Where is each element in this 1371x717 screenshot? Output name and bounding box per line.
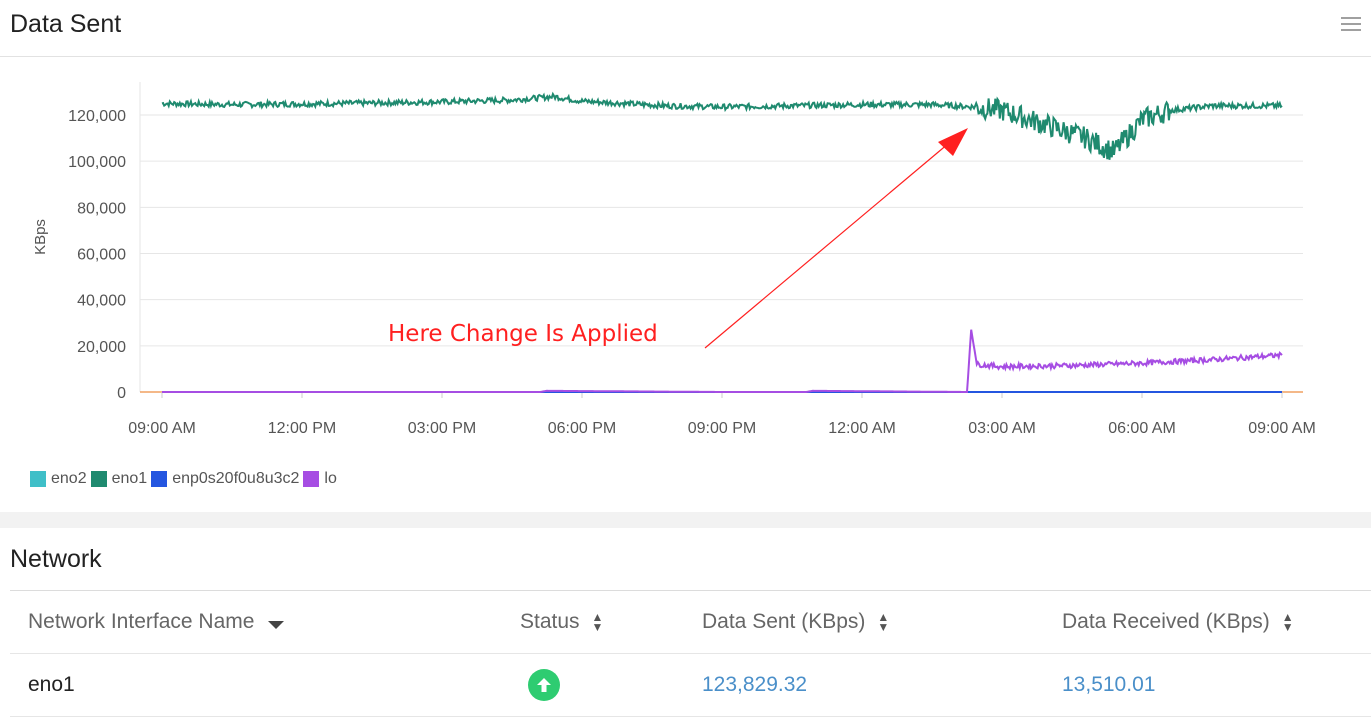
x-tick-label: 12:00 PM (268, 420, 336, 437)
sort-icon[interactable]: ▲ ▼ (1281, 610, 1294, 634)
chart-legend: eno2 eno1 enp0s20f0u8u3c2 lo (30, 470, 341, 488)
network-table: Network Interface Name Status ▲ ▼ Data Se… (10, 590, 1371, 717)
chart-series (161, 91, 1283, 393)
x-tick-label: 09:00 AM (1248, 420, 1316, 437)
panel-header: Data Sent (0, 0, 1371, 57)
status-up-icon (528, 669, 560, 701)
legend-swatch (90, 471, 107, 487)
sort-desc-icon[interactable] (268, 621, 285, 629)
hamburger-menu-icon[interactable] (1341, 17, 1361, 33)
y-tick-label: 60,000 (77, 247, 126, 264)
legend-label: eno1 (111, 470, 148, 487)
x-tick-label: 09:00 PM (688, 420, 756, 437)
x-tick-label: 12:00 AM (828, 420, 896, 437)
x-tick-label: 03:00 AM (968, 420, 1036, 437)
y-tick-label: 100,000 (68, 154, 126, 171)
legend-swatch (30, 471, 46, 487)
section-divider (0, 512, 1371, 528)
chart-grid (140, 114, 1303, 393)
header-label: Status (520, 610, 580, 633)
sort-icon[interactable]: ▲ ▼ (591, 610, 604, 634)
series-line-eno1 (161, 91, 1283, 160)
y-tick-label: 80,000 (77, 200, 126, 217)
legend-item-eno2[interactable]: eno2 (30, 470, 87, 488)
x-tick-label: 03:00 PM (408, 420, 476, 437)
legend-label: eno2 (51, 470, 87, 487)
x-tick-label: 06:00 PM (548, 420, 616, 437)
y-axis-label: KBps (32, 219, 49, 255)
legend-label: enp0s20f0u8u3c2 (172, 470, 300, 487)
panel-title: Data Sent (10, 10, 122, 38)
data-sent-value[interactable]: 123,829.32 (702, 673, 808, 696)
y-tick-label: 120,000 (68, 108, 126, 125)
interface-name: eno1 (28, 673, 75, 696)
x-tick-label: 09:00 AM (128, 420, 196, 437)
status-cell (528, 654, 560, 716)
table-header-row: Network Interface Name Status ▲ ▼ Data Se… (10, 591, 1371, 654)
y-tick-label: 40,000 (77, 293, 126, 310)
data-received-value[interactable]: 13,510.01 (1062, 673, 1156, 696)
table-row: eno1 123,829.32 13,510.01 (10, 654, 1371, 717)
header-label: Data Sent (KBps) (702, 610, 866, 633)
legend-item-lo[interactable]: lo (303, 470, 337, 488)
chart-axes: 0 20,000 40,000 60,000 80,000 100,000 120,000 0… (32, 82, 1316, 437)
annotation-text: Here Change Is Applied (388, 321, 658, 347)
series-line-lo (162, 329, 1283, 393)
header-label: Data Received (KBps) (1062, 610, 1270, 633)
annotation-arrow-line (704, 137, 956, 349)
legend-item-eno1[interactable]: eno1 (90, 470, 148, 488)
legend-label: lo (324, 470, 337, 487)
sort-icon[interactable]: ▲ ▼ (877, 610, 890, 634)
annotation-arrow-head (938, 128, 968, 156)
y-tick-label: 0 (117, 385, 126, 402)
header-label: Network Interface Name (28, 610, 255, 633)
header-data-sent[interactable]: Data Sent (KBps) ▲ ▼ (702, 591, 889, 653)
network-title: Network (10, 545, 102, 573)
legend-swatch (303, 471, 320, 487)
chart-annotation: Here Change Is Applied (388, 128, 968, 349)
y-tick-label: 20,000 (77, 339, 126, 356)
data-sent-chart: 0 20,000 40,000 60,000 80,000 100,000 120,000 0… (32, 82, 1316, 437)
legend-item-enp0s20f0u8u3c2[interactable]: enp0s20f0u8u3c2 (151, 470, 299, 488)
x-tick-label: 06:00 AM (1108, 420, 1176, 437)
header-data-received[interactable]: Data Received (KBps) ▲ ▼ (1062, 591, 1294, 653)
header-interface-name[interactable]: Network Interface Name (28, 591, 285, 653)
header-status[interactable]: Status ▲ ▼ (520, 591, 603, 653)
legend-swatch (151, 471, 168, 487)
